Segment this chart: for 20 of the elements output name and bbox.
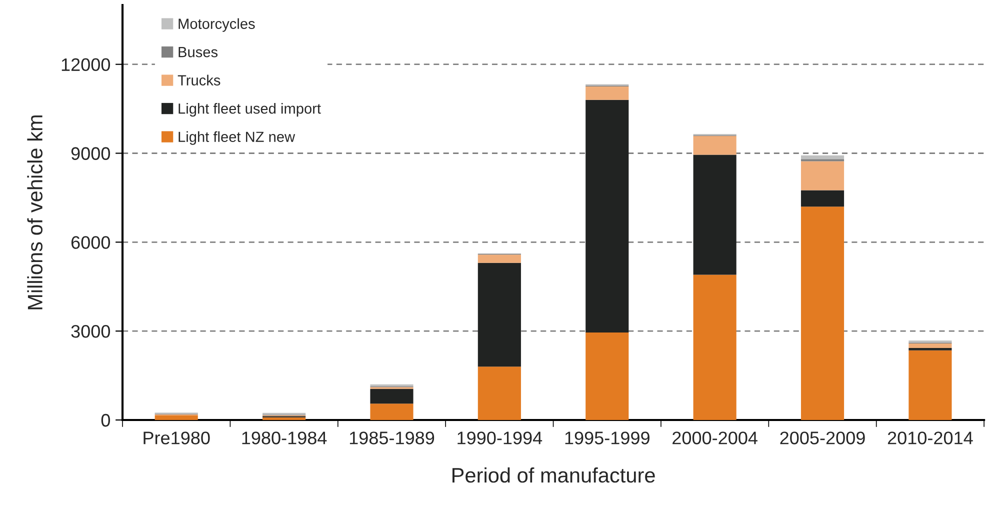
x-axis-title: Period of manufacture — [452, 467, 655, 483]
x-tick-label: 2000-2004 — [672, 432, 758, 444]
y-tick-label: 9000 — [71, 147, 110, 160]
y-tick-label: 6000 — [71, 236, 110, 249]
x-tick-label: 1985-1989 — [350, 432, 434, 444]
x-tick-label: Pre1980 — [144, 432, 210, 444]
legend-label: Light fleet NZ new — [178, 131, 296, 145]
legend-label: Motorcycles — [178, 18, 255, 32]
x-tick-label: 2010-2014 — [888, 432, 973, 444]
x-tick-label: 1995-1999 — [565, 432, 650, 444]
y-tick-label: 3000 — [71, 325, 110, 338]
y-axis-title: Millions of vehicle km — [27, 115, 42, 310]
x-tick-label: 2005-2009 — [780, 432, 865, 444]
x-tick-label: 1980-1984 — [242, 432, 327, 444]
legend-label: Light fleet used import — [178, 103, 321, 117]
y-tick-label: 0 — [101, 414, 110, 427]
legend-label: Trucks — [178, 74, 220, 86]
legend-label: Buses — [178, 47, 218, 58]
x-tick-label: 1990-1994 — [458, 432, 542, 444]
y-tick-label: 12000 — [62, 58, 110, 72]
